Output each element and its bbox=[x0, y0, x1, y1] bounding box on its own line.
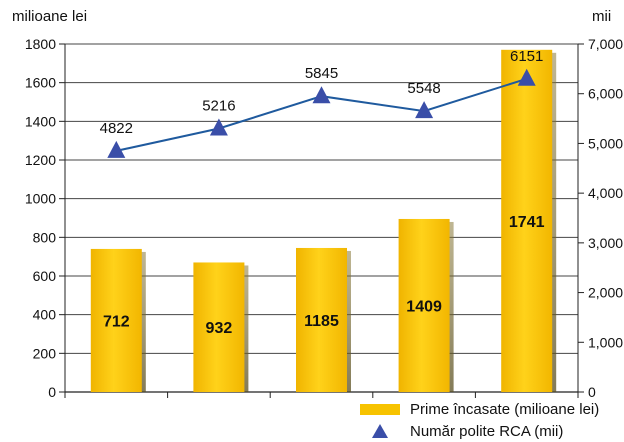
bar bbox=[501, 49, 553, 393]
line-value-label: 5845 bbox=[305, 65, 338, 82]
left-tick-label: 1600 bbox=[25, 75, 56, 91]
left-tick-label: 1200 bbox=[25, 152, 56, 168]
line-value-label: 5216 bbox=[202, 98, 235, 115]
legend-triangle-icon bbox=[360, 423, 400, 439]
line-marker bbox=[312, 86, 331, 104]
bar-value-label: 1185 bbox=[304, 313, 339, 330]
bar bbox=[193, 262, 245, 392]
left-tick-label: 1800 bbox=[25, 36, 56, 52]
legend-item-line: Număr polite RCA (mii) bbox=[360, 420, 599, 442]
line-value-label: 6151 bbox=[510, 48, 543, 65]
left-tick-label: 400 bbox=[33, 307, 57, 323]
bar-value-label: 1409 bbox=[406, 298, 442, 315]
bar-value-label: 932 bbox=[206, 320, 233, 337]
left-tick-label: 0 bbox=[48, 384, 56, 400]
legend-item-bars: Prime încasate (milioane lei) bbox=[360, 398, 599, 420]
right-tick-label: 6,000 bbox=[588, 86, 623, 102]
right-tick-label: 0 bbox=[588, 384, 596, 400]
line-marker bbox=[209, 118, 228, 136]
bar bbox=[296, 247, 347, 392]
left-tick-label: 600 bbox=[33, 268, 57, 284]
right-tick-label: 2,000 bbox=[588, 285, 623, 301]
line-marker bbox=[415, 101, 434, 119]
left-tick-label: 1400 bbox=[25, 113, 56, 129]
left-axis-title: milioane lei bbox=[12, 8, 88, 25]
bar bbox=[90, 248, 142, 392]
right-tick-label: 7,000 bbox=[588, 36, 623, 52]
line-marker bbox=[107, 140, 126, 158]
line-value-label: 4822 bbox=[100, 120, 133, 137]
left-tick-label: 1000 bbox=[25, 191, 56, 207]
bar-value-label: 712 bbox=[103, 313, 130, 330]
legend-bar-swatch bbox=[360, 403, 400, 415]
legend: Prime încasate (milioane lei) Număr poli… bbox=[360, 398, 599, 442]
bar-value-label: 1741 bbox=[509, 214, 545, 231]
right-axis-title: mii bbox=[592, 8, 612, 25]
legend-line-label: Număr polite RCA (mii) bbox=[410, 422, 564, 440]
right-tick-label: 4,000 bbox=[588, 185, 623, 201]
right-tick-label: 3,000 bbox=[588, 235, 623, 251]
legend-bar-label: Prime încasate (milioane lei) bbox=[410, 400, 600, 418]
left-tick-label: 200 bbox=[33, 345, 57, 361]
line-marker bbox=[517, 68, 536, 86]
line-value-label: 5548 bbox=[407, 80, 440, 97]
right-tick-label: 1,000 bbox=[588, 334, 623, 350]
left-tick-label: 800 bbox=[33, 229, 57, 245]
right-tick-label: 5,000 bbox=[588, 135, 623, 151]
bar bbox=[398, 218, 450, 392]
